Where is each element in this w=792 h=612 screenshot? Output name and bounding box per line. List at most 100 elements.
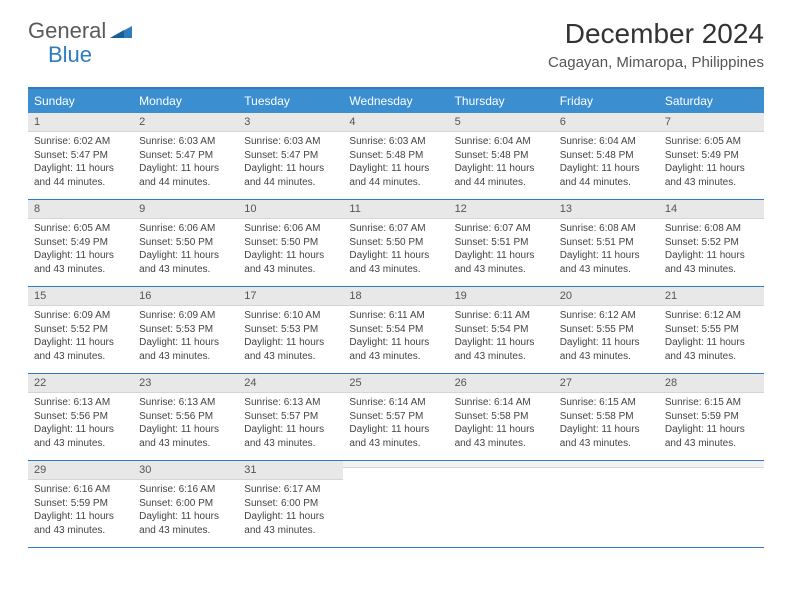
day-body: Sunrise: 6:02 AMSunset: 5:47 PMDaylight:…	[28, 132, 133, 193]
day-sr: Sunrise: 6:04 AM	[455, 135, 548, 149]
day-body: Sunrise: 6:16 AMSunset: 6:00 PMDaylight:…	[133, 480, 238, 541]
day-number: 26	[449, 374, 554, 393]
day-number: 14	[659, 200, 764, 219]
day-d2: and 43 minutes.	[34, 437, 127, 451]
day-cell: 13Sunrise: 6:08 AMSunset: 5:51 PMDayligh…	[554, 200, 659, 286]
day-ss: Sunset: 5:58 PM	[560, 410, 653, 424]
day-d2: and 43 minutes.	[349, 437, 442, 451]
day-number: 20	[554, 287, 659, 306]
day-d2: and 43 minutes.	[244, 263, 337, 277]
day-body: Sunrise: 6:08 AMSunset: 5:52 PMDaylight:…	[659, 219, 764, 280]
day-body: Sunrise: 6:10 AMSunset: 5:53 PMDaylight:…	[238, 306, 343, 367]
day-d1: Daylight: 11 hours	[244, 336, 337, 350]
day-d1: Daylight: 11 hours	[244, 162, 337, 176]
day-d1: Daylight: 11 hours	[139, 162, 232, 176]
day-d2: and 43 minutes.	[139, 263, 232, 277]
day-number: 23	[133, 374, 238, 393]
day-d2: and 43 minutes.	[139, 524, 232, 538]
dow-cell: Monday	[133, 89, 238, 113]
day-d1: Daylight: 11 hours	[560, 162, 653, 176]
day-d2: and 44 minutes.	[455, 176, 548, 190]
day-d2: and 44 minutes.	[349, 176, 442, 190]
logo-text-general: General	[28, 18, 106, 44]
logo: General Blue	[28, 18, 132, 44]
day-cell: 4Sunrise: 6:03 AMSunset: 5:48 PMDaylight…	[343, 113, 448, 199]
day-ss: Sunset: 5:59 PM	[665, 410, 758, 424]
day-number: 3	[238, 113, 343, 132]
day-number: 8	[28, 200, 133, 219]
day-body: Sunrise: 6:09 AMSunset: 5:52 PMDaylight:…	[28, 306, 133, 367]
day-number: 27	[554, 374, 659, 393]
day-body: Sunrise: 6:16 AMSunset: 5:59 PMDaylight:…	[28, 480, 133, 541]
day-number: 22	[28, 374, 133, 393]
day-ss: Sunset: 5:52 PM	[34, 323, 127, 337]
day-sr: Sunrise: 6:11 AM	[455, 309, 548, 323]
day-ss: Sunset: 5:50 PM	[244, 236, 337, 250]
day-body	[554, 468, 659, 475]
day-body: Sunrise: 6:15 AMSunset: 5:58 PMDaylight:…	[554, 393, 659, 454]
day-number: 19	[449, 287, 554, 306]
day-body: Sunrise: 6:09 AMSunset: 5:53 PMDaylight:…	[133, 306, 238, 367]
day-d1: Daylight: 11 hours	[139, 423, 232, 437]
day-d2: and 43 minutes.	[34, 350, 127, 364]
day-sr: Sunrise: 6:12 AM	[560, 309, 653, 323]
day-cell: 5Sunrise: 6:04 AMSunset: 5:48 PMDaylight…	[449, 113, 554, 199]
day-d1: Daylight: 11 hours	[665, 162, 758, 176]
day-ss: Sunset: 5:47 PM	[139, 149, 232, 163]
day-body: Sunrise: 6:04 AMSunset: 5:48 PMDaylight:…	[449, 132, 554, 193]
day-d2: and 43 minutes.	[139, 350, 232, 364]
day-d1: Daylight: 11 hours	[244, 423, 337, 437]
day-number: 15	[28, 287, 133, 306]
day-cell: 17Sunrise: 6:10 AMSunset: 5:53 PMDayligh…	[238, 287, 343, 373]
day-cell: 15Sunrise: 6:09 AMSunset: 5:52 PMDayligh…	[28, 287, 133, 373]
day-cell: 7Sunrise: 6:05 AMSunset: 5:49 PMDaylight…	[659, 113, 764, 199]
day-ss: Sunset: 5:59 PM	[34, 497, 127, 511]
day-sr: Sunrise: 6:11 AM	[349, 309, 442, 323]
day-ss: Sunset: 5:51 PM	[455, 236, 548, 250]
day-d1: Daylight: 11 hours	[139, 336, 232, 350]
day-number: 24	[238, 374, 343, 393]
week-row: 29Sunrise: 6:16 AMSunset: 5:59 PMDayligh…	[28, 461, 764, 548]
day-d1: Daylight: 11 hours	[349, 249, 442, 263]
day-cell: 19Sunrise: 6:11 AMSunset: 5:54 PMDayligh…	[449, 287, 554, 373]
day-d2: and 43 minutes.	[560, 437, 653, 451]
day-cell	[659, 461, 764, 547]
day-ss: Sunset: 5:48 PM	[455, 149, 548, 163]
day-d1: Daylight: 11 hours	[244, 510, 337, 524]
day-cell	[554, 461, 659, 547]
day-number: 12	[449, 200, 554, 219]
day-sr: Sunrise: 6:10 AM	[244, 309, 337, 323]
day-sr: Sunrise: 6:05 AM	[34, 222, 127, 236]
day-d1: Daylight: 11 hours	[455, 249, 548, 263]
day-cell: 27Sunrise: 6:15 AMSunset: 5:58 PMDayligh…	[554, 374, 659, 460]
day-cell: 8Sunrise: 6:05 AMSunset: 5:49 PMDaylight…	[28, 200, 133, 286]
day-ss: Sunset: 5:54 PM	[349, 323, 442, 337]
day-d2: and 43 minutes.	[34, 263, 127, 277]
day-body	[343, 468, 448, 475]
logo-text-blue: Blue	[48, 42, 92, 68]
day-d2: and 43 minutes.	[665, 350, 758, 364]
day-number: 11	[343, 200, 448, 219]
day-number: 25	[343, 374, 448, 393]
day-ss: Sunset: 5:50 PM	[349, 236, 442, 250]
day-d1: Daylight: 11 hours	[139, 510, 232, 524]
day-ss: Sunset: 5:49 PM	[34, 236, 127, 250]
day-body: Sunrise: 6:17 AMSunset: 6:00 PMDaylight:…	[238, 480, 343, 541]
day-number: 9	[133, 200, 238, 219]
dow-cell: Saturday	[659, 89, 764, 113]
day-body: Sunrise: 6:11 AMSunset: 5:54 PMDaylight:…	[343, 306, 448, 367]
day-body: Sunrise: 6:06 AMSunset: 5:50 PMDaylight:…	[238, 219, 343, 280]
day-ss: Sunset: 5:47 PM	[244, 149, 337, 163]
day-number: 13	[554, 200, 659, 219]
day-body: Sunrise: 6:05 AMSunset: 5:49 PMDaylight:…	[659, 132, 764, 193]
day-ss: Sunset: 5:52 PM	[665, 236, 758, 250]
day-d1: Daylight: 11 hours	[34, 336, 127, 350]
day-d2: and 43 minutes.	[455, 263, 548, 277]
day-d1: Daylight: 11 hours	[560, 336, 653, 350]
day-d1: Daylight: 11 hours	[455, 162, 548, 176]
day-cell: 20Sunrise: 6:12 AMSunset: 5:55 PMDayligh…	[554, 287, 659, 373]
day-d2: and 43 minutes.	[244, 350, 337, 364]
location-label: Cagayan, Mimaropa, Philippines	[548, 54, 764, 71]
day-d2: and 43 minutes.	[665, 263, 758, 277]
day-sr: Sunrise: 6:16 AM	[34, 483, 127, 497]
